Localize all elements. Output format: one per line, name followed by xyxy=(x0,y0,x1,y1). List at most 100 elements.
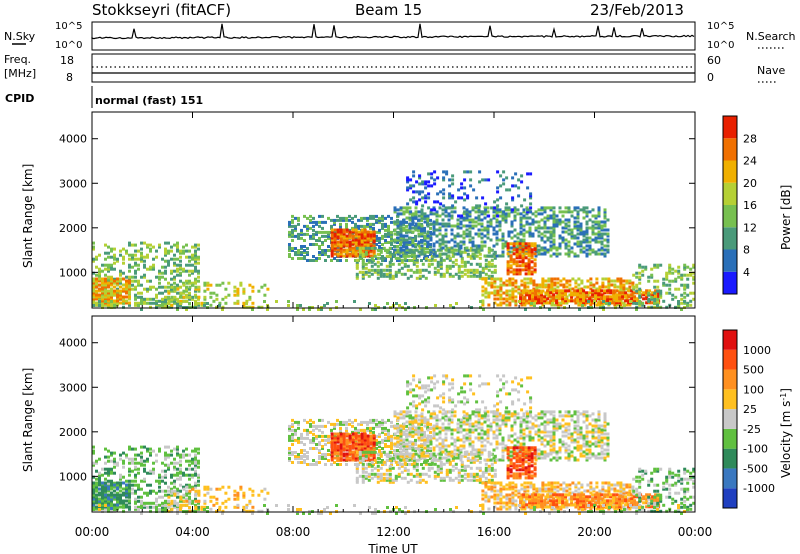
power-cell xyxy=(188,287,191,291)
power-cell xyxy=(507,214,511,218)
power-cell xyxy=(556,297,560,301)
power-cell xyxy=(388,272,392,276)
power-cell xyxy=(683,265,687,269)
power-cell xyxy=(218,304,221,307)
power-cell xyxy=(360,228,364,232)
power-cell xyxy=(591,238,595,242)
velocity-cell xyxy=(351,424,354,428)
velocity-cell xyxy=(303,418,306,422)
power-cell xyxy=(600,232,604,236)
power-cell xyxy=(686,285,690,289)
power-cell xyxy=(653,279,657,283)
power-cell xyxy=(462,236,466,240)
velocity-cell xyxy=(315,434,318,438)
power-cell xyxy=(469,170,473,174)
velocity-cell xyxy=(92,449,95,453)
power-cell xyxy=(613,299,617,303)
power-cell xyxy=(603,238,607,242)
velocity-cell xyxy=(381,463,384,466)
power-cell xyxy=(324,239,327,242)
velocity-cell xyxy=(131,491,134,495)
power-cell xyxy=(297,257,300,260)
power-cell xyxy=(533,246,537,250)
power-cell xyxy=(191,245,194,249)
power-cell xyxy=(512,260,516,264)
power-cell xyxy=(375,220,378,224)
power-cell xyxy=(579,301,583,305)
power-cell xyxy=(287,304,290,307)
power-cell xyxy=(537,234,541,238)
power-cell xyxy=(465,208,469,212)
power-cell xyxy=(140,255,143,259)
power-cell xyxy=(188,269,191,273)
power-cell xyxy=(245,299,249,303)
power-cell xyxy=(632,287,636,291)
velocity-cell xyxy=(251,509,255,513)
power-cell xyxy=(342,244,346,248)
power-cell xyxy=(288,224,291,228)
power-cell xyxy=(372,248,376,252)
power-cell xyxy=(438,238,442,242)
power-cell xyxy=(412,252,416,256)
power-cell xyxy=(173,269,176,273)
power-cell xyxy=(468,214,472,218)
power-cell xyxy=(248,305,252,309)
power-cell xyxy=(622,301,626,305)
power-cell xyxy=(429,238,433,242)
power-cell xyxy=(453,234,457,238)
velocity-cell xyxy=(113,503,116,507)
power-cell xyxy=(518,250,522,254)
power-cell xyxy=(98,279,101,283)
power-cell xyxy=(498,210,502,214)
power-cell xyxy=(483,240,487,244)
power-cell xyxy=(466,252,470,256)
power-cell xyxy=(447,250,451,254)
velocity-cell xyxy=(137,461,140,465)
power-cell xyxy=(607,283,611,287)
velocity-cell xyxy=(324,453,327,456)
power-cell xyxy=(209,291,213,295)
power-cell xyxy=(134,279,137,283)
power-cell xyxy=(594,214,598,218)
power-cell xyxy=(342,230,346,234)
power-cell xyxy=(647,275,651,279)
velocity-cell xyxy=(152,467,155,471)
power-cell xyxy=(530,244,534,248)
power-cell xyxy=(463,186,467,190)
power-cell xyxy=(95,283,98,287)
velocity-cell xyxy=(306,436,309,440)
velocity-cell xyxy=(197,501,200,505)
velocity-cell xyxy=(242,491,246,495)
velocity-cell xyxy=(128,445,131,449)
power-cell xyxy=(487,303,491,307)
power-cell xyxy=(451,178,455,182)
velocity-cell xyxy=(218,505,222,509)
power-cell xyxy=(384,224,387,228)
power-cell xyxy=(504,214,508,218)
power-cell xyxy=(435,218,439,222)
power-cell xyxy=(345,238,349,242)
power-cell xyxy=(360,224,363,228)
power-cell xyxy=(498,220,502,224)
velocity-cell xyxy=(330,458,334,462)
power-cell xyxy=(421,268,425,272)
power-cell xyxy=(372,238,376,242)
power-cell xyxy=(411,218,414,222)
power-cell xyxy=(483,226,487,230)
velocity-cell xyxy=(420,426,423,430)
power-cell xyxy=(361,274,365,278)
power-cell xyxy=(363,244,367,248)
power-cell xyxy=(552,238,556,242)
velocity-cell xyxy=(336,434,340,438)
power-cell xyxy=(355,264,359,268)
velocity-cell xyxy=(429,438,432,442)
power-cell xyxy=(119,289,122,293)
power-cell xyxy=(402,226,406,230)
power-cell xyxy=(384,234,387,238)
velocity-cell xyxy=(303,443,306,446)
velocity-cell xyxy=(242,495,246,499)
velocity-cell xyxy=(303,455,306,458)
velocity-cell xyxy=(185,483,188,487)
power-cell xyxy=(330,246,334,250)
power-cell xyxy=(534,289,538,293)
